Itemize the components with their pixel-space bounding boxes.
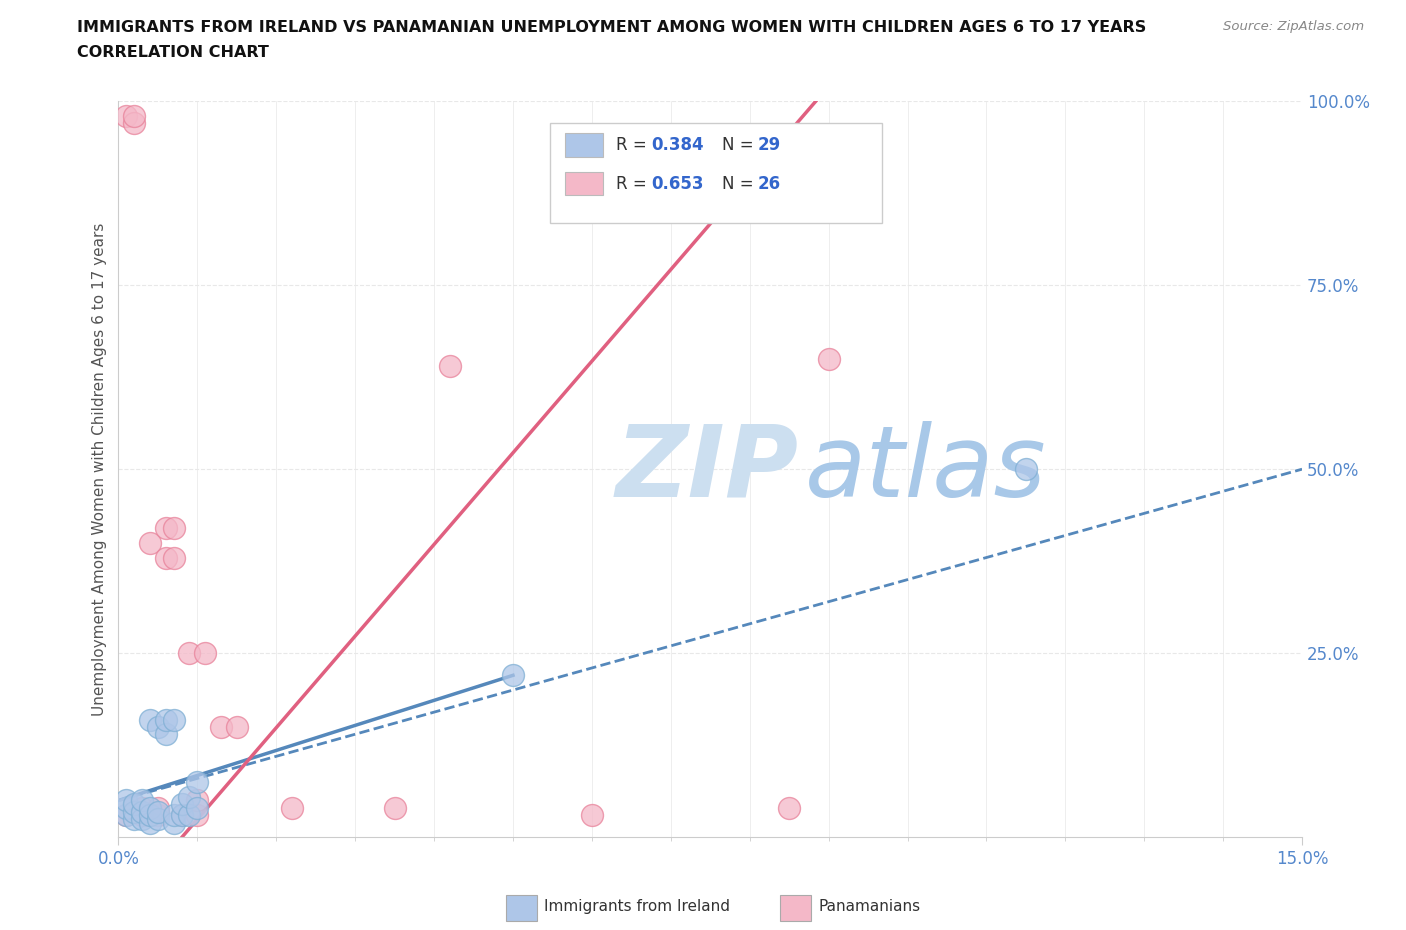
Text: Panamanians: Panamanians (818, 899, 921, 914)
Point (122, 804, 145, 819)
Point (163, 712, 186, 727)
Point (131, 801, 153, 816)
Point (170, 797, 193, 812)
Point (163, 808, 186, 823)
Point (131, 812, 153, 827)
Point (817, 352, 839, 366)
Point (186, 808, 208, 823)
Text: R =: R = (616, 136, 651, 154)
Text: R =: R = (616, 175, 651, 193)
Point (139, 801, 162, 816)
Point (186, 801, 208, 816)
Point (163, 815, 186, 830)
Y-axis label: Unemployment Among Women with Children Ages 6 to 17 years: Unemployment Among Women with Children A… (93, 222, 107, 716)
Text: Immigrants from Ireland: Immigrants from Ireland (544, 899, 730, 914)
Point (281, 801, 304, 816)
Text: IMMIGRANTS FROM IRELAND VS PANAMANIAN UNEMPLOYMENT AMONG WOMEN WITH CHILDREN AGE: IMMIGRANTS FROM IRELAND VS PANAMANIAN UN… (77, 20, 1146, 35)
Point (146, 812, 169, 827)
Point (115, 108, 138, 123)
Point (139, 808, 162, 823)
Point (384, 801, 406, 816)
Text: 29: 29 (758, 136, 780, 154)
Point (131, 804, 153, 819)
FancyBboxPatch shape (551, 123, 882, 222)
Point (179, 645, 201, 660)
Text: atlas: atlas (804, 420, 1046, 518)
Point (186, 793, 208, 808)
Point (115, 793, 138, 808)
Point (122, 108, 145, 123)
Text: N =: N = (723, 136, 759, 154)
Point (163, 521, 186, 536)
Point (163, 550, 186, 565)
Point (122, 115, 145, 130)
Point (1015, 461, 1038, 476)
Point (131, 793, 153, 808)
Point (581, 808, 603, 823)
Point (170, 808, 193, 823)
Point (115, 808, 138, 823)
Point (155, 550, 177, 565)
Point (155, 712, 177, 727)
Point (122, 797, 145, 812)
Point (122, 812, 145, 827)
Point (502, 668, 524, 683)
Point (179, 790, 201, 804)
Text: 0.384: 0.384 (651, 136, 703, 154)
Point (115, 801, 138, 816)
Point (115, 808, 138, 823)
Point (439, 359, 461, 374)
Text: 0.653: 0.653 (651, 175, 703, 193)
Text: CORRELATION CHART: CORRELATION CHART (77, 45, 269, 60)
Point (139, 536, 162, 551)
Text: N =: N = (723, 175, 759, 193)
Point (225, 720, 247, 735)
FancyBboxPatch shape (565, 133, 603, 157)
Point (146, 720, 169, 735)
Point (155, 726, 177, 741)
Point (155, 521, 177, 536)
Point (186, 775, 208, 790)
Point (170, 808, 193, 823)
Point (778, 801, 800, 816)
Point (131, 808, 153, 823)
Point (146, 804, 169, 819)
FancyBboxPatch shape (565, 172, 603, 195)
Text: Source: ZipAtlas.com: Source: ZipAtlas.com (1223, 20, 1364, 33)
Text: ZIP: ZIP (616, 420, 799, 518)
Point (209, 720, 232, 735)
Point (139, 815, 162, 830)
Point (194, 645, 217, 660)
Point (146, 808, 169, 823)
Point (139, 712, 162, 727)
Text: 26: 26 (758, 175, 780, 193)
Point (179, 808, 201, 823)
Point (146, 801, 169, 816)
